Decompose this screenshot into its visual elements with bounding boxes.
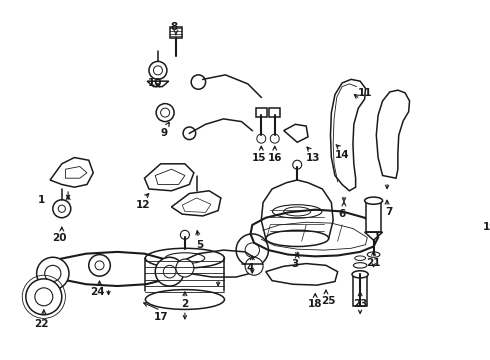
- Text: 9: 9: [161, 128, 168, 138]
- Text: 8: 8: [171, 22, 178, 32]
- Circle shape: [191, 75, 206, 89]
- Circle shape: [89, 255, 110, 276]
- Ellipse shape: [146, 248, 224, 268]
- Bar: [353, 274, 368, 306]
- Ellipse shape: [146, 290, 224, 309]
- Bar: [256, 108, 267, 117]
- Text: 4: 4: [247, 263, 254, 273]
- Circle shape: [155, 257, 184, 286]
- Text: 21: 21: [367, 258, 381, 268]
- Ellipse shape: [284, 207, 311, 216]
- Text: 3: 3: [292, 260, 299, 270]
- Circle shape: [176, 259, 194, 277]
- Text: 22: 22: [34, 319, 49, 329]
- Ellipse shape: [272, 205, 322, 218]
- Ellipse shape: [368, 252, 380, 257]
- Text: 24: 24: [91, 287, 105, 297]
- Circle shape: [257, 134, 266, 143]
- Circle shape: [45, 265, 61, 282]
- Circle shape: [161, 108, 170, 117]
- Circle shape: [153, 66, 163, 75]
- Ellipse shape: [353, 263, 367, 268]
- Circle shape: [180, 230, 190, 239]
- Circle shape: [53, 200, 71, 218]
- Circle shape: [37, 257, 69, 290]
- Text: 13: 13: [306, 153, 320, 162]
- Text: 25: 25: [321, 296, 336, 306]
- Circle shape: [156, 104, 174, 122]
- Text: 14: 14: [335, 150, 349, 160]
- Circle shape: [245, 243, 260, 257]
- Circle shape: [95, 261, 104, 270]
- Circle shape: [245, 257, 263, 275]
- Text: 20: 20: [52, 233, 66, 243]
- Text: 11: 11: [357, 88, 372, 98]
- Circle shape: [236, 234, 269, 266]
- Circle shape: [163, 265, 176, 278]
- Text: 15: 15: [252, 153, 267, 162]
- Circle shape: [58, 205, 65, 212]
- Text: 17: 17: [153, 312, 168, 321]
- Text: 7: 7: [385, 207, 392, 217]
- Text: 16: 16: [268, 153, 282, 162]
- Ellipse shape: [266, 230, 329, 247]
- Bar: [170, 27, 182, 38]
- Ellipse shape: [352, 271, 368, 278]
- Bar: [270, 108, 280, 117]
- Ellipse shape: [365, 197, 383, 204]
- Text: 2: 2: [181, 299, 189, 309]
- Text: 19: 19: [483, 222, 490, 232]
- Circle shape: [35, 288, 53, 306]
- Text: 1: 1: [38, 195, 45, 205]
- Circle shape: [149, 62, 167, 79]
- Bar: [367, 201, 381, 232]
- Circle shape: [270, 134, 279, 143]
- Text: 18: 18: [308, 299, 322, 309]
- Text: 5: 5: [196, 240, 204, 250]
- Text: 10: 10: [148, 78, 163, 88]
- Text: 23: 23: [353, 299, 368, 309]
- Circle shape: [26, 279, 62, 315]
- Ellipse shape: [355, 256, 366, 260]
- Circle shape: [293, 160, 302, 169]
- Text: 12: 12: [135, 200, 150, 210]
- Ellipse shape: [165, 253, 205, 264]
- Text: 6: 6: [339, 209, 346, 219]
